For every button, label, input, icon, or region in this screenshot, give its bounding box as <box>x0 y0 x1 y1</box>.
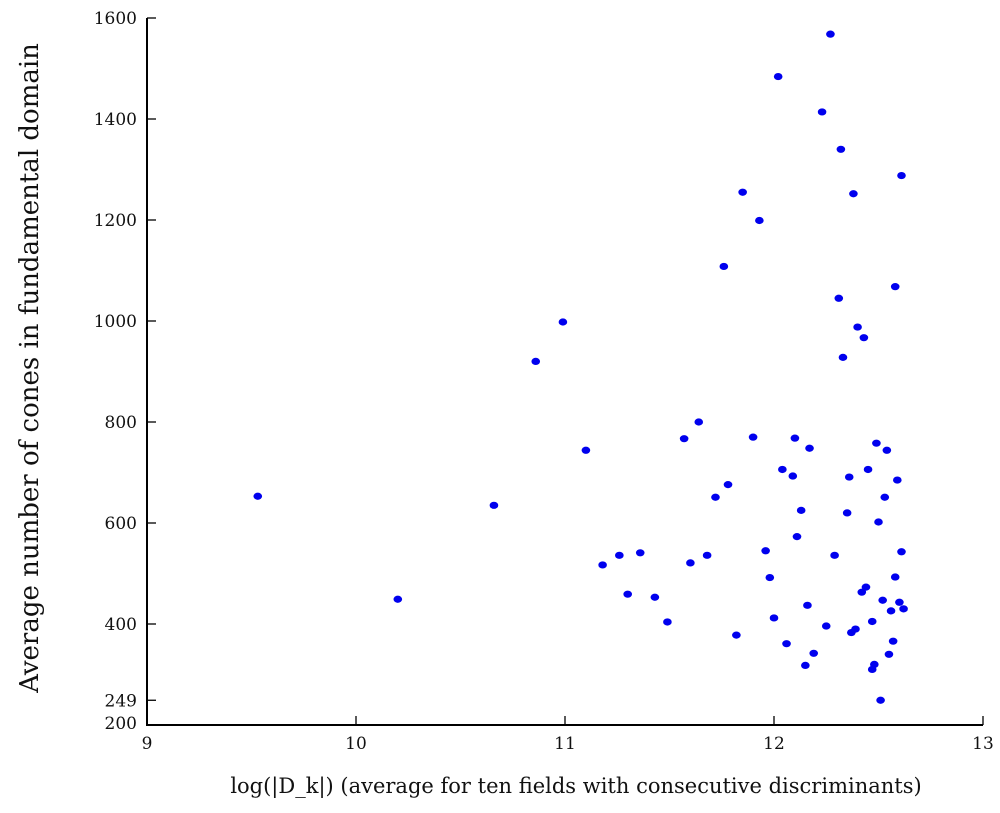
y-axis-title: Average number of cones in fundamental d… <box>15 43 45 694</box>
data-point <box>809 649 819 657</box>
y-tick-label-200: 200 <box>105 714 137 734</box>
data-point <box>803 601 812 609</box>
data-point <box>861 583 871 591</box>
data-point <box>801 661 810 670</box>
data-point <box>738 188 747 196</box>
y-tick-label-1600: 1600 <box>94 9 137 29</box>
data-point <box>834 294 844 302</box>
data-point <box>761 547 770 555</box>
data-point <box>851 625 860 633</box>
data-point <box>748 433 758 441</box>
data-point <box>489 501 499 509</box>
data-point <box>788 472 798 480</box>
y-tick-label-1400: 1400 <box>94 110 137 130</box>
data-point <box>558 318 568 326</box>
data-point <box>874 518 883 526</box>
x-axis-title: log(|D_k|) (average for ten fields with … <box>230 774 921 799</box>
data-point <box>899 605 908 613</box>
data-point <box>686 559 695 567</box>
data-points <box>253 30 908 704</box>
data-point <box>893 476 902 484</box>
data-point <box>792 533 802 541</box>
y-tick-label-800: 800 <box>105 413 137 433</box>
y-tick-label-600: 600 <box>105 514 137 534</box>
y-tick-label-249: 249 <box>105 691 137 711</box>
data-point <box>890 283 900 291</box>
data-point <box>635 549 645 557</box>
x-tick-label-13: 13 <box>972 734 994 754</box>
data-point <box>769 614 779 622</box>
data-point <box>886 607 896 615</box>
data-point <box>867 665 877 674</box>
data-point <box>878 596 887 604</box>
data-point <box>867 617 877 626</box>
data-point <box>723 481 733 489</box>
data-point <box>817 108 827 116</box>
data-point <box>755 216 764 225</box>
data-point <box>882 446 892 454</box>
data-point <box>895 598 904 606</box>
data-point <box>253 492 263 500</box>
data-point <box>711 493 720 501</box>
x-tick-label-9: 9 <box>142 734 153 754</box>
data-point <box>836 145 846 153</box>
data-point <box>863 465 873 474</box>
data-point <box>897 171 906 180</box>
axis-ticks <box>146 17 984 726</box>
data-point <box>849 190 858 198</box>
data-point <box>805 444 814 452</box>
data-point <box>765 573 775 582</box>
data-point <box>694 418 704 426</box>
data-point <box>531 357 541 365</box>
data-point <box>782 640 791 648</box>
data-point <box>838 353 848 361</box>
y-tick-label-1000: 1000 <box>94 312 137 332</box>
data-point <box>888 637 898 645</box>
data-point <box>773 72 783 81</box>
axis-tick-labels: 9 10 11 12 13 1600 1400 1200 1000 800 600 400 249 200 <box>94 9 994 754</box>
data-point <box>830 551 839 559</box>
data-point <box>857 588 867 596</box>
data-point <box>778 465 787 474</box>
data-point <box>842 509 852 517</box>
data-point <box>796 506 806 514</box>
data-point <box>393 595 403 603</box>
data-point <box>876 696 885 704</box>
data-point <box>859 334 869 342</box>
data-point <box>790 434 800 442</box>
data-point <box>821 622 831 630</box>
data-point <box>872 439 881 447</box>
data-point <box>890 573 900 581</box>
plot-frame <box>146 18 983 726</box>
data-point <box>897 548 906 556</box>
x-tick-label-11: 11 <box>554 734 576 754</box>
data-point <box>884 650 894 658</box>
data-point <box>880 493 890 501</box>
data-point <box>853 323 862 331</box>
data-point <box>679 435 689 443</box>
data-point <box>598 561 607 569</box>
data-point <box>650 593 660 601</box>
x-tick-label-12: 12 <box>763 734 785 754</box>
data-point <box>702 551 712 559</box>
data-point <box>826 30 835 38</box>
data-point <box>663 618 672 626</box>
data-point <box>732 631 741 639</box>
data-point <box>719 262 729 271</box>
y-tick-label-400: 400 <box>105 615 137 635</box>
data-point <box>615 551 624 559</box>
data-point <box>844 473 854 481</box>
x-tick-label-10: 10 <box>345 734 367 754</box>
data-point <box>623 590 632 598</box>
data-point <box>581 446 591 454</box>
y-tick-label-1200: 1200 <box>94 211 137 231</box>
